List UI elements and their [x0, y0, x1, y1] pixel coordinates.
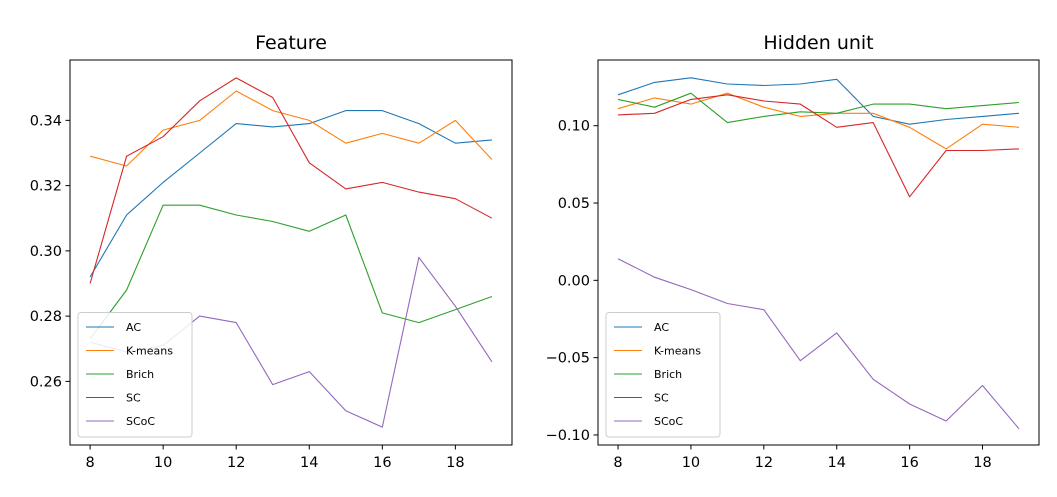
hidden-unit-panel: Hidden unit 8 10 12 14 16 18 −0.10 −0.05 0.00 0.05…: [546, 32, 1040, 471]
series-line-ac: [89, 110, 492, 278]
series-line-k-means: [617, 92, 1020, 150]
x-tick-label: 8: [85, 455, 94, 471]
legend-label-ac: AC: [654, 321, 669, 334]
x-tick-label: 8: [613, 455, 622, 471]
series-line-brich: [89, 204, 493, 340]
x-tick-label: 12: [227, 455, 245, 471]
x-tick-label: 16: [373, 455, 391, 471]
legend-label-k-means: K-means: [654, 345, 701, 358]
legend: AC K-means Brich SC SCoC: [77, 312, 193, 438]
chart-title: Feature: [255, 32, 327, 54]
x-tick-label: 18: [446, 455, 464, 471]
x-tick-label: 18: [973, 455, 991, 471]
legend-label-brich: Brich: [126, 368, 154, 381]
y-tick-label: 0.00: [558, 273, 590, 289]
series-line-brich: [617, 92, 1020, 124]
y-tick-label: −0.05: [546, 351, 590, 367]
y-tick-label: 0.26: [30, 374, 62, 390]
chart-title: Hidden unit: [763, 32, 873, 54]
y-tick-label: 0.30: [30, 244, 62, 260]
plot-frame: [597, 59, 1040, 446]
series-line-k-means: [89, 90, 493, 167]
x-tick-label: 12: [755, 455, 773, 471]
series-line-scoc: [617, 258, 1020, 430]
legend-box: [605, 312, 721, 438]
series-line-ac: [617, 77, 1020, 125]
feature-panel: Feature 8 10 12 14 16 18 0.26 0.28 0.30 0.32 0.34 AC…: [30, 32, 513, 471]
legend-label-brich: Brich: [654, 368, 682, 381]
y-tick-label: −0.10: [546, 428, 590, 444]
x-tick-label: 16: [900, 455, 918, 471]
plot-frame: [69, 59, 513, 446]
x-tick-label: 10: [682, 455, 700, 471]
y-tick-label: 0.05: [558, 196, 590, 212]
legend-label-k-means: K-means: [126, 345, 173, 358]
legend-label-scoc: SCoC: [126, 415, 155, 428]
x-tick-label: 10: [154, 455, 172, 471]
series-line-sc: [89, 77, 493, 284]
legend-box: [77, 312, 193, 438]
legend: AC K-means Brich SC SCoC: [605, 312, 721, 438]
legend-label-sc: SC: [126, 392, 141, 405]
x-tick-label: 14: [300, 455, 318, 471]
y-tick-label: 0.34: [30, 113, 62, 129]
legend-label-scoc: SCoC: [654, 415, 683, 428]
legend-label-ac: AC: [126, 321, 141, 334]
y-tick-label: 0.28: [30, 309, 62, 325]
y-tick-label: 0.32: [30, 179, 62, 195]
legend-label-sc: SC: [654, 392, 669, 405]
y-tick-label: 0.10: [558, 119, 590, 135]
x-tick-label: 14: [827, 455, 845, 471]
series-line-sc: [617, 94, 1020, 198]
